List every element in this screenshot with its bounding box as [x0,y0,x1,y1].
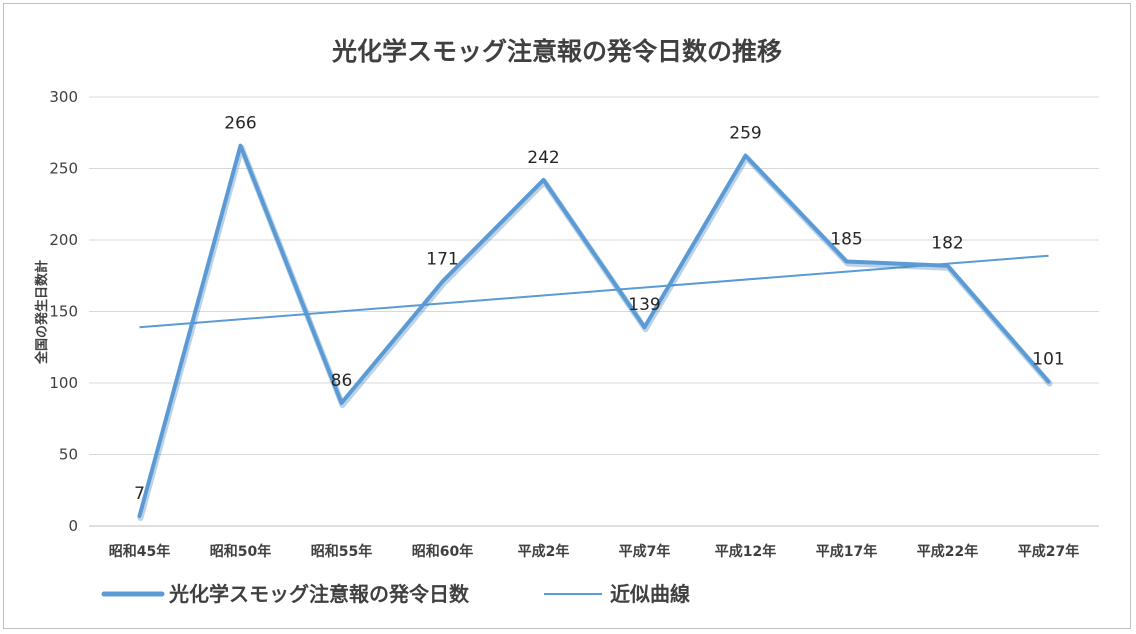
x-tick-label: 昭和55年 [311,543,372,560]
data-label: 259 [729,124,761,144]
x-tick-labels: 昭和45年 昭和50年 昭和55年 昭和60年 平成2年 平成7年 平成12年 平成17年 平成… [109,543,1079,560]
series-line-shadow [137,144,1053,521]
x-tick-label: 平成2年 [518,543,570,560]
legend-label-trendline: 近似曲線 [610,582,690,606]
data-label: 185 [830,229,862,249]
y-tick-labels: 0 50 100 150 200 250 300 [49,88,78,535]
x-tick-label: 昭和45年 [109,543,170,560]
x-tick-label: 平成22年 [917,543,978,560]
y-tick-label: 150 [49,303,78,321]
data-label: 101 [1032,350,1064,370]
data-label: 86 [331,371,353,391]
y-axis-label: 全国の発生日数計 [34,260,50,365]
legend: 光化学スモッグ注意報の発令日数 近似曲線 [101,582,690,606]
series-layer [137,143,1053,521]
legend-label-main-series: 光化学スモッグ注意報の発令日数 [168,582,470,606]
series-line [137,143,1051,518]
x-tick-label: 平成7年 [619,543,671,560]
chart-title: 光化学スモッグ注意報の発令日数の推移 [331,37,782,66]
x-tick-label: 平成12年 [715,543,776,560]
grid-lines [89,96,1099,527]
y-tick-label: 200 [49,231,78,249]
chart-frame: 光化学スモッグ注意報の発令日数の推移 全国の発生日数計 0 50 100 150 200… [3,3,1131,629]
y-tick-label: 50 [59,446,78,464]
trendline [139,254,1049,329]
x-tick-label: 昭和50年 [210,543,271,560]
x-tick-label: 平成17年 [816,543,877,560]
x-tick-label: 昭和60年 [412,543,473,560]
data-label: 7 [134,484,145,504]
trendline-layer [139,254,1049,329]
data-labels: 7 266 86 171 242 139 259 185 182 101 [134,114,1065,504]
y-tick-label: 0 [68,517,78,535]
y-tick-label: 250 [49,160,78,178]
chart-svg: 光化学スモッグ注意報の発令日数の推移 全国の発生日数計 0 50 100 150 200… [34,37,1099,606]
data-label: 242 [527,148,559,168]
y-tick-label: 300 [49,88,78,106]
data-label: 182 [931,234,963,254]
data-label: 139 [628,295,660,315]
data-label: 171 [426,249,458,269]
y-tick-label: 100 [49,374,78,392]
data-label: 266 [224,114,256,134]
x-tick-label: 平成27年 [1018,543,1079,560]
